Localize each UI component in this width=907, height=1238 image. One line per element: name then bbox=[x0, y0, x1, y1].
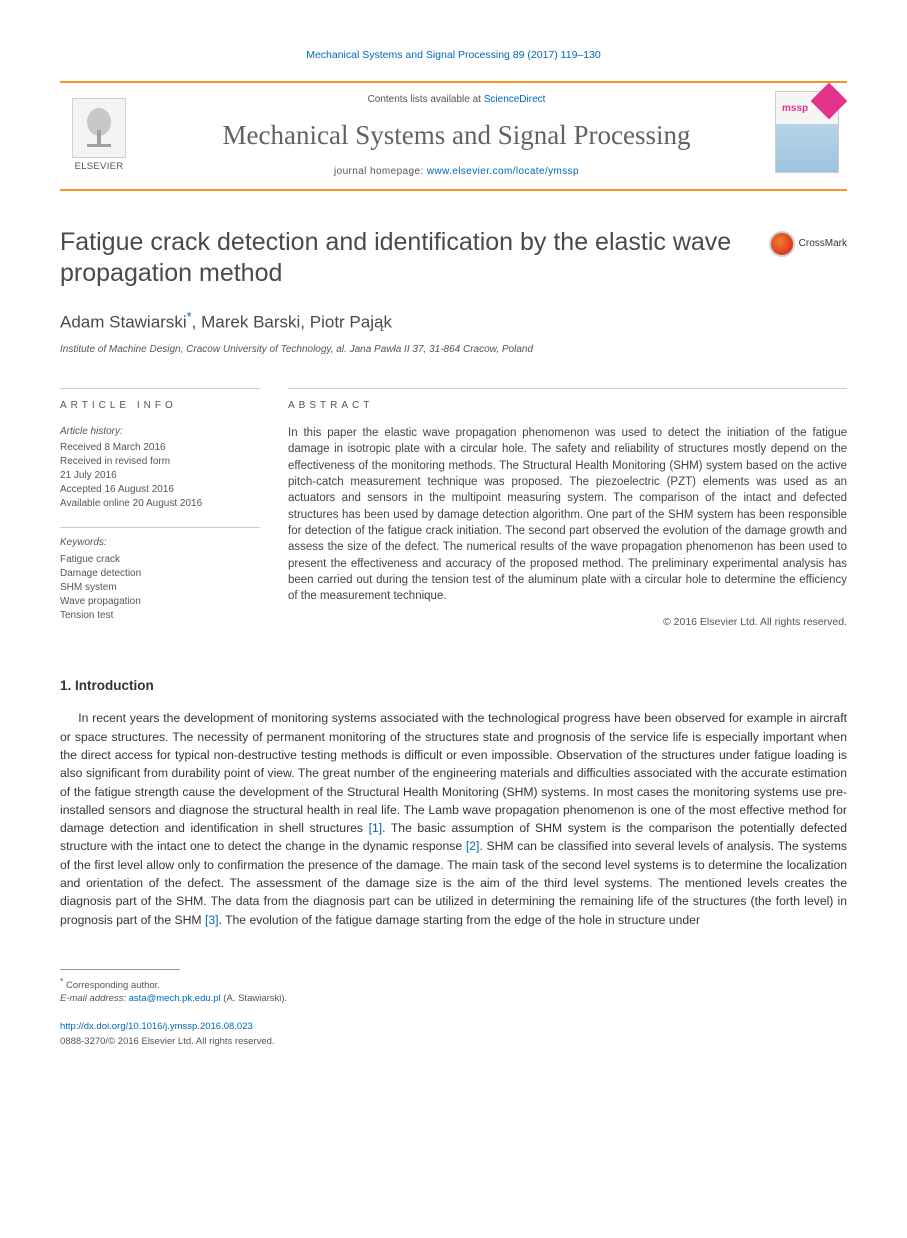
homepage-link[interactable]: www.elsevier.com/locate/ymssp bbox=[427, 166, 579, 177]
intro-text-seg: . The evolution of the fatigue damage st… bbox=[219, 913, 700, 927]
publication-banner: ELSEVIER Contents lists available at Sci… bbox=[60, 81, 847, 191]
citation-link[interactable]: [1] bbox=[369, 821, 383, 835]
info-abstract-row: ARTICLE INFO Article history: Received 8… bbox=[60, 388, 847, 630]
history-line: 21 July 2016 bbox=[60, 469, 260, 483]
journal-name: Mechanical Systems and Signal Processing bbox=[148, 116, 765, 155]
running-head: Mechanical Systems and Signal Processing… bbox=[60, 48, 847, 63]
history-head: Article history: bbox=[60, 425, 260, 439]
history-line: Received in revised form bbox=[60, 455, 260, 469]
contents-line: Contents lists available at ScienceDirec… bbox=[148, 93, 765, 108]
article-history: Article history: Received 8 March 2016 R… bbox=[60, 425, 260, 511]
abstract-column: ABSTRACT In this paper the elastic wave … bbox=[288, 388, 847, 630]
corr-text: Corresponding author. bbox=[66, 980, 160, 991]
issn-copyright: 0888-3270/© 2016 Elsevier Ltd. All right… bbox=[60, 1035, 847, 1049]
sciencedirect-link[interactable]: ScienceDirect bbox=[484, 94, 546, 105]
asterisk-icon: * bbox=[60, 976, 63, 986]
keyword: SHM system bbox=[60, 581, 260, 595]
crossmark-badge[interactable]: CrossMark bbox=[769, 231, 847, 257]
footnotes: * Corresponding author. E-mail address: … bbox=[60, 976, 847, 1006]
keyword: Fatigue crack bbox=[60, 553, 260, 567]
citation-link[interactable]: [2] bbox=[466, 839, 480, 853]
crossmark-icon bbox=[769, 231, 795, 257]
keywords-head: Keywords: bbox=[60, 527, 260, 551]
journal-homepage: journal homepage: www.elsevier.com/locat… bbox=[148, 165, 765, 180]
email-suffix: (A. Stawiarski). bbox=[221, 993, 288, 1004]
history-line: Accepted 16 August 2016 bbox=[60, 483, 260, 497]
email-label: E-mail address: bbox=[60, 993, 129, 1004]
journal-cover-icon: mssp bbox=[775, 91, 839, 173]
article-info-column: ARTICLE INFO Article history: Received 8… bbox=[60, 388, 260, 630]
contents-prefix: Contents lists available at bbox=[368, 94, 484, 105]
history-line: Available online 20 August 2016 bbox=[60, 497, 260, 511]
keyword: Wave propagation bbox=[60, 595, 260, 609]
keywords-list: Fatigue crack Damage detection SHM syste… bbox=[60, 553, 260, 623]
authors-line: Adam Stawiarski*, Marek Barski, Piotr Pa… bbox=[60, 308, 847, 335]
cover-block: mssp bbox=[775, 91, 847, 181]
cover-corner-icon bbox=[811, 83, 848, 120]
abstract-heading: ABSTRACT bbox=[288, 388, 847, 414]
footnote-rule bbox=[60, 969, 180, 970]
abstract-text: In this paper the elastic wave propagati… bbox=[288, 425, 847, 605]
corresponding-author: Adam Stawiarski bbox=[60, 312, 187, 331]
article-title: Fatigue crack detection and identificati… bbox=[60, 227, 751, 290]
home-prefix: journal homepage: bbox=[334, 166, 427, 177]
keyword: Damage detection bbox=[60, 567, 260, 581]
article-info-heading: ARTICLE INFO bbox=[60, 388, 260, 414]
abstract-copyright: © 2016 Elsevier Ltd. All rights reserved… bbox=[288, 615, 847, 630]
crossmark-label: CrossMark bbox=[799, 237, 847, 252]
other-authors: , Marek Barski, Piotr Pająk bbox=[192, 312, 392, 331]
title-row: Fatigue crack detection and identificati… bbox=[60, 227, 847, 290]
banner-center: Contents lists available at ScienceDirec… bbox=[138, 93, 775, 179]
affiliation: Institute of Machine Design, Cracow Univ… bbox=[60, 343, 847, 358]
cover-abbrev: mssp bbox=[782, 102, 808, 117]
section-heading-intro: 1. Introduction bbox=[60, 676, 847, 696]
history-line: Received 8 March 2016 bbox=[60, 441, 260, 455]
elsevier-tree-icon bbox=[72, 98, 126, 158]
footer-block: http://dx.doi.org/10.1016/j.ymssp.2016.0… bbox=[60, 1020, 847, 1050]
corresponding-note: * Corresponding author. bbox=[60, 976, 847, 992]
email-link[interactable]: asta@mech.pk.edu.pl bbox=[129, 993, 221, 1004]
publisher-block: ELSEVIER bbox=[60, 98, 138, 174]
publisher-name: ELSEVIER bbox=[75, 160, 124, 174]
intro-paragraph: In recent years the development of monit… bbox=[60, 709, 847, 929]
keyword: Tension test bbox=[60, 609, 260, 623]
intro-text-seg: In recent years the development of monit… bbox=[60, 711, 847, 835]
citation-link[interactable]: [3] bbox=[205, 913, 219, 927]
doi-link[interactable]: http://dx.doi.org/10.1016/j.ymssp.2016.0… bbox=[60, 1020, 847, 1034]
intro-body: In recent years the development of monit… bbox=[60, 709, 847, 929]
email-line: E-mail address: asta@mech.pk.edu.pl (A. … bbox=[60, 992, 847, 1005]
